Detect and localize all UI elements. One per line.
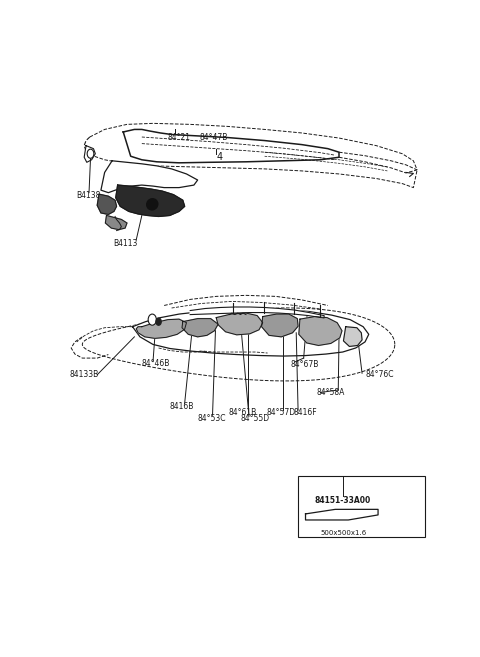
Ellipse shape: [147, 198, 158, 210]
Polygon shape: [84, 146, 96, 162]
FancyBboxPatch shape: [298, 476, 424, 537]
Text: 84133B: 84133B: [69, 371, 98, 379]
Text: 84°58A: 84°58A: [317, 388, 345, 397]
Circle shape: [156, 318, 161, 325]
Text: 84°47B: 84°47B: [200, 133, 228, 141]
Polygon shape: [136, 319, 186, 338]
Text: 84°57D: 84°57D: [266, 408, 296, 417]
Circle shape: [87, 149, 94, 158]
Polygon shape: [116, 185, 185, 216]
Text: 84°46B: 84°46B: [142, 359, 170, 368]
Text: B4113: B4113: [113, 238, 137, 248]
Text: 84°61B: 84°61B: [228, 408, 257, 417]
Text: 84°21: 84°21: [168, 133, 191, 141]
Polygon shape: [182, 319, 218, 337]
Text: 84°55D: 84°55D: [240, 415, 270, 423]
Polygon shape: [190, 307, 324, 318]
Polygon shape: [97, 194, 117, 214]
Text: 84°53C: 84°53C: [198, 415, 226, 423]
Text: 84151-33A00: 84151-33A00: [314, 496, 371, 505]
Polygon shape: [132, 309, 369, 356]
Text: 84°67B: 84°67B: [290, 360, 319, 369]
Text: 4: 4: [216, 152, 222, 162]
Polygon shape: [305, 509, 378, 520]
Polygon shape: [123, 129, 339, 163]
Polygon shape: [299, 317, 342, 346]
Text: 8416F: 8416F: [294, 408, 317, 417]
Polygon shape: [101, 161, 198, 193]
Polygon shape: [216, 313, 263, 335]
Polygon shape: [262, 314, 298, 337]
Text: 8416B: 8416B: [170, 402, 194, 411]
Text: 500x500x1.6: 500x500x1.6: [320, 530, 367, 535]
Circle shape: [148, 314, 156, 325]
Text: B4138: B4138: [77, 191, 101, 200]
Text: 84°76C: 84°76C: [365, 371, 394, 379]
Polygon shape: [344, 327, 362, 346]
Polygon shape: [106, 215, 127, 229]
